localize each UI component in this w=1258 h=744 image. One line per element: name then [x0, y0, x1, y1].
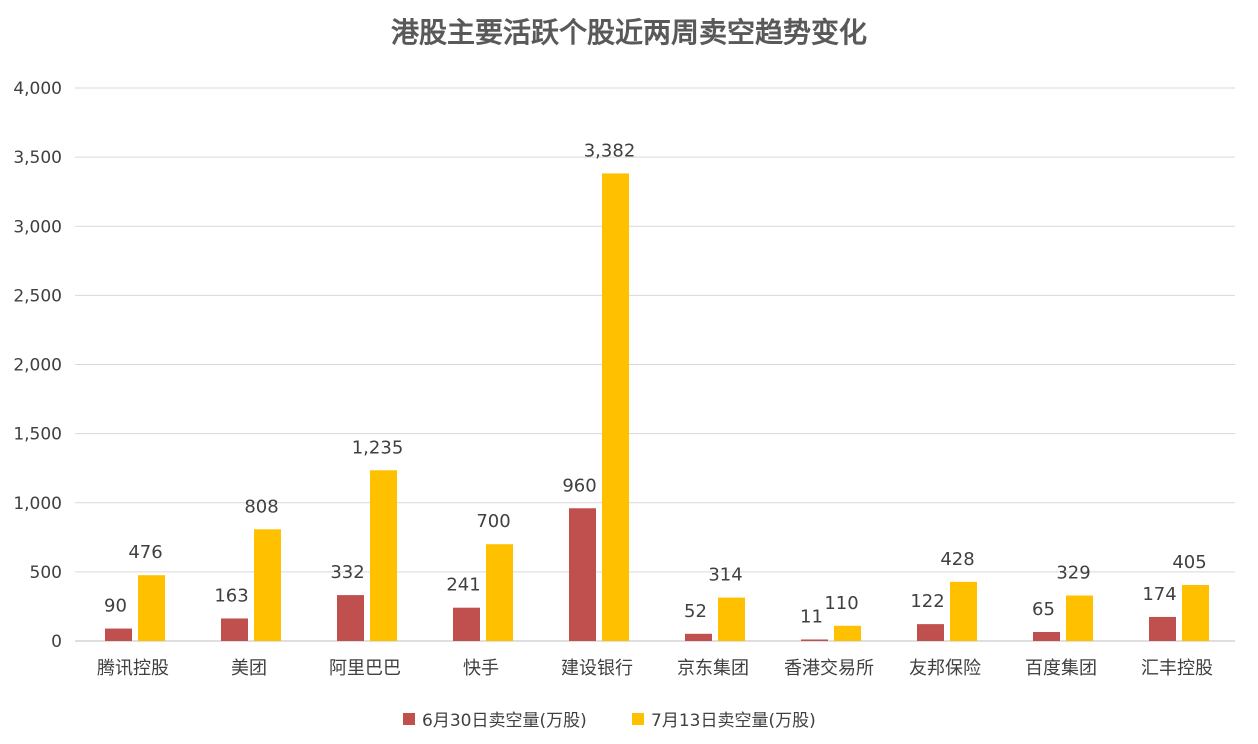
x-category-label: 美团: [231, 658, 267, 679]
bar-jul13: [254, 529, 281, 641]
bar-jun30: [1033, 632, 1060, 641]
x-category-label: 京东集团: [677, 658, 749, 679]
data-label: 90: [104, 596, 127, 617]
legend-swatch: [632, 713, 644, 725]
legend-swatch: [403, 713, 415, 725]
bar-jul13: [370, 470, 397, 641]
data-label: 65: [1032, 599, 1055, 620]
bar-jun30: [685, 633, 712, 641]
y-tick-label: 500: [30, 563, 62, 583]
y-tick-label: 1,500: [13, 425, 62, 445]
data-label: 960: [562, 475, 596, 496]
y-tick-label: 3,000: [13, 217, 62, 237]
y-tick-label: 4,000: [13, 79, 62, 99]
data-label: 428: [940, 549, 974, 570]
bar-jun30: [801, 639, 828, 641]
x-category-label: 香港交易所: [784, 658, 874, 679]
data-label: 122: [910, 591, 944, 612]
bar-jul13: [486, 544, 513, 641]
bar-jul13: [1066, 595, 1093, 641]
legend: 6月30日卖空量(万股) 7月13日卖空量(万股): [403, 711, 816, 731]
x-category-label: 汇丰控股: [1141, 658, 1213, 679]
data-label: 314: [708, 565, 742, 586]
data-label: 241: [446, 575, 480, 596]
y-tick-label: 3,500: [13, 148, 62, 168]
data-label: 174: [1142, 584, 1176, 605]
chart-title: 港股主要活跃个股近两周卖空趋势变化: [391, 16, 867, 49]
y-tick-label: 1,000: [13, 494, 62, 514]
gridlines: [75, 87, 1235, 642]
bar-jun30: [221, 618, 248, 641]
data-label: 163: [214, 585, 248, 606]
x-category-label: 快手: [463, 658, 499, 679]
bar-jun30: [569, 508, 596, 641]
bar-jun30: [105, 628, 132, 641]
data-label: 332: [330, 562, 364, 583]
x-category-label: 友邦保险: [909, 658, 981, 679]
bar-jul13: [950, 581, 977, 641]
data-label: 405: [1172, 552, 1206, 573]
x-category-label: 腾讯控股: [97, 658, 169, 679]
data-label: 700: [476, 511, 510, 532]
bar-jun30: [453, 607, 480, 641]
x-axis-categories: 腾讯控股 美团 阿里巴巴 快手 建设银行 京东集团 香港交易所 友邦保险 百度集团 汇丰控股: [97, 658, 1213, 679]
y-tick-label: 2,500: [13, 286, 62, 306]
y-axis-ticks: 0 500 1,000 1,500 2,000 2,500 3,000 3,500 4,000: [13, 79, 62, 652]
bar-jul13: [602, 173, 629, 641]
bar-jun30: [1149, 616, 1176, 641]
bar-jul13: [834, 625, 861, 641]
y-tick-label: 2,000: [13, 356, 62, 376]
data-label: 1,235: [352, 437, 404, 458]
bar-jun30: [337, 595, 364, 641]
data-label: 808: [244, 496, 278, 517]
legend-label: 7月13日卖空量(万股): [651, 711, 816, 731]
data-label: 52: [684, 601, 707, 622]
data-label: 11: [800, 606, 823, 627]
bar-jul13: [718, 597, 745, 641]
x-category-label: 阿里巴巴: [329, 658, 401, 679]
y-tick-label: 0: [51, 632, 62, 652]
data-label: 329: [1056, 563, 1090, 584]
x-category-label: 建设银行: [561, 658, 633, 679]
bar-jul13: [138, 575, 165, 641]
bar-jul13: [1182, 585, 1209, 641]
x-category-label: 百度集团: [1025, 658, 1097, 679]
data-label: 476: [128, 542, 162, 563]
data-label: 3,382: [584, 140, 636, 161]
data-label: 110: [824, 593, 858, 614]
legend-label: 6月30日卖空量(万股): [422, 711, 587, 731]
bar-jun30: [917, 624, 944, 641]
